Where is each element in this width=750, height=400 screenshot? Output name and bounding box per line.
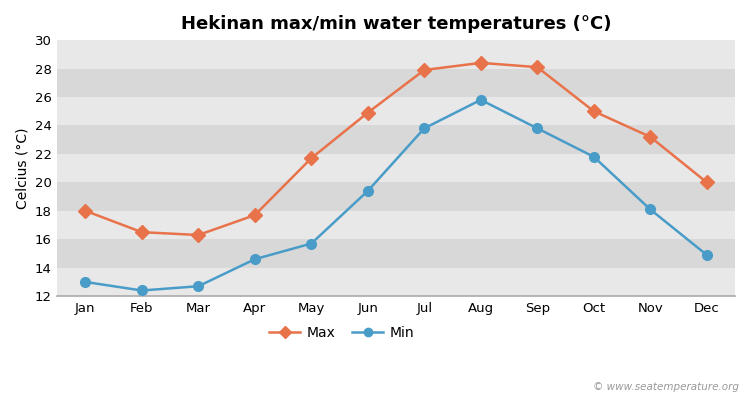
Max: [646, 134, 655, 139]
Max: [363, 110, 372, 115]
Legend: Max, Min: Max, Min: [264, 320, 420, 346]
Bar: [57, 126, 735, 154]
Text: © www.seatemperature.org: © www.seatemperature.org: [592, 382, 739, 392]
Bar: [57, 154, 735, 182]
Max: [137, 230, 146, 234]
Min: [137, 288, 146, 293]
Title: Hekinan max/min water temperatures (°C): Hekinan max/min water temperatures (°C): [181, 15, 611, 33]
Min: [532, 126, 542, 131]
Line: Max: Max: [80, 58, 712, 240]
Max: [590, 109, 598, 114]
Line: Min: Min: [80, 95, 712, 295]
Min: [81, 280, 90, 284]
Max: [532, 65, 542, 70]
Max: [307, 156, 316, 160]
Max: [251, 213, 260, 218]
Max: [194, 233, 202, 238]
Min: [420, 126, 429, 131]
Min: [251, 257, 260, 262]
Max: [81, 208, 90, 213]
Min: [307, 241, 316, 246]
Min: [476, 98, 485, 102]
Bar: [57, 97, 735, 126]
Y-axis label: Celcius (°C): Celcius (°C): [15, 127, 29, 209]
Min: [590, 154, 598, 159]
Max: [702, 180, 711, 185]
Bar: [57, 239, 735, 268]
Bar: [57, 182, 735, 211]
Min: [363, 188, 372, 193]
Bar: [57, 40, 735, 68]
Max: [476, 60, 485, 65]
Max: [420, 68, 429, 72]
Min: [646, 207, 655, 212]
Min: [702, 252, 711, 257]
Min: [194, 284, 202, 289]
Bar: [57, 268, 735, 296]
Bar: [57, 68, 735, 97]
Bar: [57, 211, 735, 239]
